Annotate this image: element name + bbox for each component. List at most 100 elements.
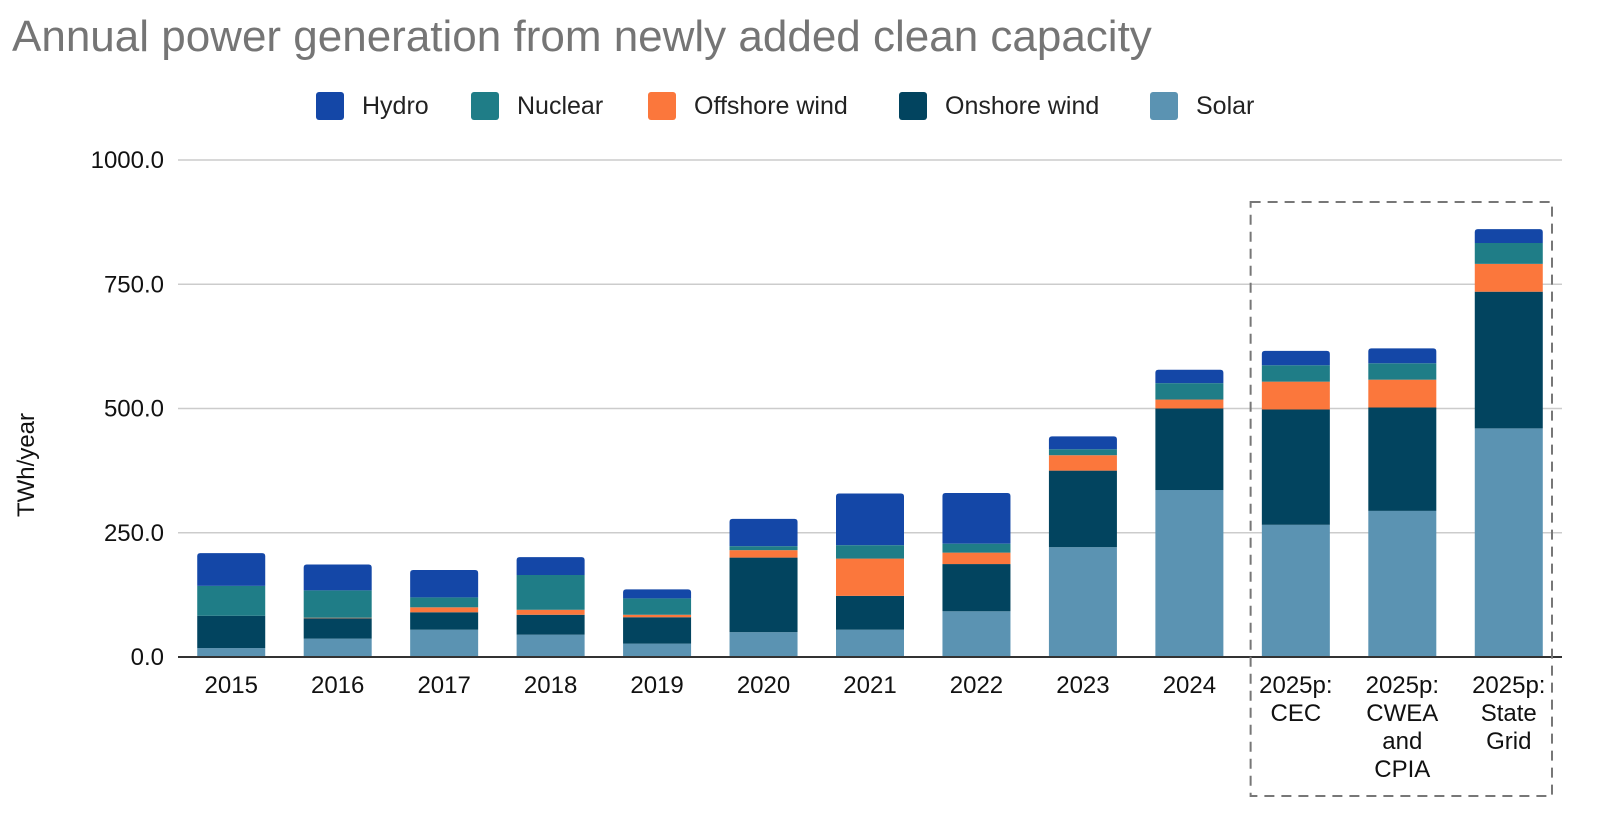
- bar-offshore-wind: [1155, 399, 1224, 409]
- legend-swatch: [899, 92, 927, 120]
- bar-offshore-wind: [836, 558, 904, 596]
- legend-swatch: [471, 92, 499, 120]
- bar-nuclear: [410, 597, 479, 608]
- bar-hydro: [303, 564, 372, 591]
- legend-item: Offshore wind: [648, 88, 848, 124]
- bar-offshore-wind: [729, 550, 798, 558]
- x-tick-label: 2023: [1056, 672, 1109, 699]
- legend-label: Onshore wind: [945, 91, 1100, 120]
- x-tick-labels: 2015 2016 2017 2018 2019 2020 2021 2022 2023 2024…: [205, 672, 1546, 783]
- x-tick-label: 2022: [950, 672, 1003, 699]
- bar-solar: [1155, 490, 1224, 657]
- x-tick-label: 2021: [843, 672, 896, 699]
- bar-nuclear: [197, 585, 266, 616]
- x-tick-label: 2016: [311, 672, 364, 699]
- bar-offshore-wind: [942, 552, 1011, 565]
- bar-nuclear: [1261, 365, 1330, 382]
- bar-onshore-wind: [623, 617, 692, 644]
- legend-item: Onshore wind: [899, 88, 1099, 124]
- legend-swatch: [648, 92, 676, 120]
- y-tick-label: 750.0: [104, 271, 164, 298]
- x-tick-label: 2015: [205, 672, 258, 699]
- y-tick-label: 0.0: [131, 644, 164, 671]
- bar-onshore-wind: [197, 615, 266, 649]
- legend-swatch: [316, 92, 344, 120]
- y-tick-label: 500.0: [104, 396, 164, 423]
- bar-hydro: [197, 553, 266, 586]
- x-tick-label: 2020: [737, 672, 790, 699]
- bar-onshore-wind: [942, 564, 1011, 612]
- legend-swatch: [1150, 92, 1178, 120]
- legend-label: Hydro: [362, 91, 429, 120]
- bar-onshore-wind: [303, 618, 372, 639]
- bar-onshore-wind: [410, 612, 479, 630]
- bar-hydro: [1474, 229, 1543, 243]
- bar-nuclear: [623, 598, 692, 615]
- bar-hydro: [1368, 348, 1437, 364]
- y-axis-label: TWh/year: [13, 413, 40, 517]
- bar-solar: [303, 638, 372, 657]
- legend-item: Solar: [1150, 88, 1254, 124]
- bar-onshore-wind: [836, 595, 904, 630]
- bar-hydro: [729, 518, 798, 547]
- legend-label: Solar: [1196, 91, 1255, 120]
- x-tick-label: 2025p: State Grid: [1472, 672, 1545, 755]
- bar-offshore-wind: [1474, 263, 1543, 292]
- bar-hydro: [410, 570, 479, 598]
- legend-item: Nuclear: [471, 88, 603, 124]
- legend-item: Hydro: [316, 88, 429, 124]
- y-tick-labels: 0.0 250.0 500.0 750.0 1000.0: [91, 147, 164, 671]
- bar-nuclear: [1474, 242, 1543, 264]
- bar-offshore-wind: [516, 609, 585, 615]
- x-tick-label: 2017: [417, 672, 470, 699]
- bar-onshore-wind: [1261, 409, 1330, 525]
- bar-nuclear: [516, 574, 585, 610]
- bar-hydro: [1155, 369, 1224, 384]
- bar-hydro: [942, 492, 1011, 544]
- bar-solar: [1474, 428, 1543, 657]
- bar-solar: [729, 632, 798, 657]
- bar-hydro: [1261, 350, 1330, 366]
- bar-nuclear: [303, 590, 372, 618]
- bar-hydro: [623, 589, 692, 599]
- bar-solar: [410, 629, 479, 657]
- bar-hydro: [1048, 436, 1117, 450]
- bar-nuclear: [836, 545, 904, 559]
- bar-solar: [516, 634, 585, 657]
- projection-highlight-box: [1249, 201, 1553, 797]
- x-tick-label: 2024: [1163, 672, 1216, 699]
- bar-nuclear: [1155, 383, 1224, 400]
- bar-onshore-wind: [1048, 470, 1117, 548]
- bar-hydro: [836, 493, 904, 546]
- bar-solar: [836, 629, 904, 657]
- y-tick-label: 1000.0: [91, 147, 164, 174]
- bar-offshore-wind: [1368, 379, 1437, 408]
- gridlines: [178, 159, 1562, 534]
- bar-offshore-wind: [1261, 381, 1330, 410]
- bar-solar: [623, 643, 692, 657]
- bar-solar: [197, 648, 266, 657]
- bar-nuclear: [1368, 363, 1437, 380]
- bar-solar: [942, 611, 1011, 657]
- x-tick-label: 2025p: CWEA and CPIA: [1366, 672, 1439, 783]
- bar-onshore-wind: [1368, 407, 1437, 511]
- x-tick-label: 2019: [630, 672, 683, 699]
- legend-label: Nuclear: [517, 91, 604, 120]
- legend: Hydro Nuclear Offshore wind Onshore wind Sol…: [0, 88, 1600, 124]
- bar-onshore-wind: [1155, 408, 1224, 491]
- bar-onshore-wind: [1474, 291, 1543, 429]
- bar-offshore-wind: [1048, 455, 1117, 471]
- bar-offshore-wind: [623, 614, 692, 618]
- bar-nuclear: [942, 543, 1011, 553]
- bar-onshore-wind: [516, 614, 585, 635]
- bar-nuclear: [1048, 449, 1117, 456]
- bar-nuclear: [729, 546, 798, 551]
- bars: [197, 229, 1543, 657]
- bar-solar: [1261, 524, 1330, 657]
- chart-title: Annual power generation from newly added…: [12, 12, 1152, 61]
- bar-solar: [1368, 510, 1437, 657]
- bar-solar: [1048, 547, 1117, 657]
- y-tick-label: 250.0: [104, 520, 164, 547]
- legend-label: Offshore wind: [694, 91, 848, 120]
